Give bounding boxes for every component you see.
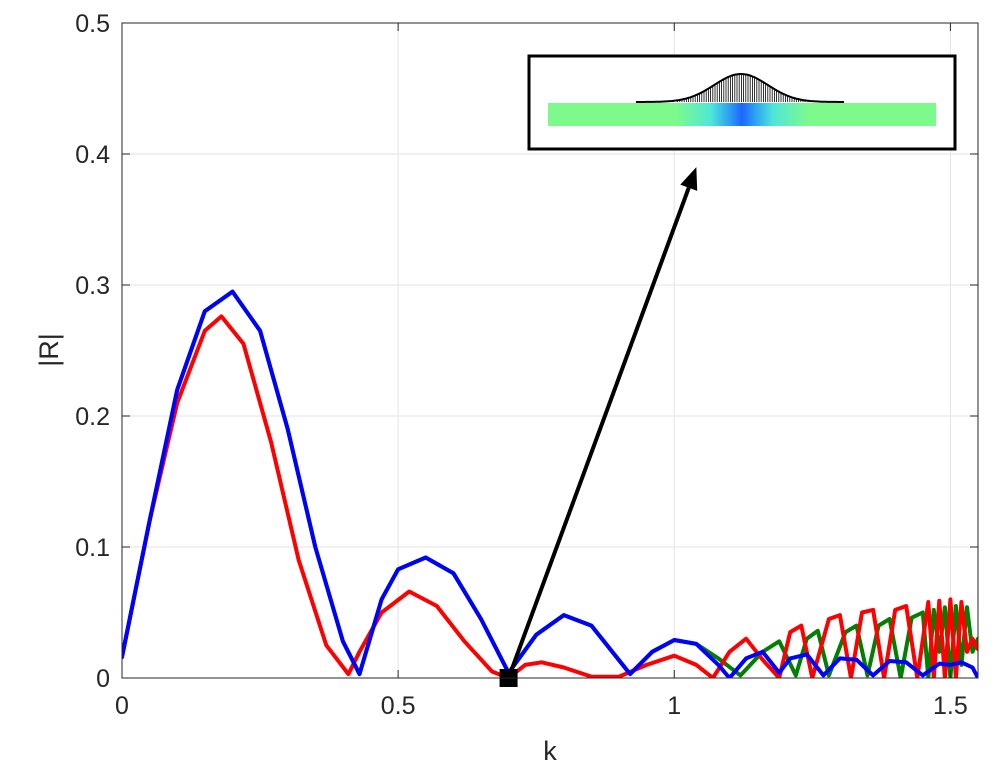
annotation-arrowhead [680, 167, 698, 191]
ticks: 0 0.5 1 1.5 0 0.1 0.2 0.3 0.4 0.5 [75, 10, 978, 720]
series-line-2 [122, 289, 978, 678]
y-tick-label: 0.2 [75, 403, 110, 431]
x-tick-label: 0.5 [381, 692, 416, 720]
annotation-layer [499, 167, 698, 687]
inset-waveguide-bar [548, 103, 936, 126]
y-tick-label: 0.4 [75, 141, 110, 169]
x-tick-label: 0 [115, 692, 129, 720]
x-axis-label: k [543, 736, 557, 766]
inset-panel [527, 54, 957, 151]
annotation-arrow [506, 187, 691, 679]
y-tick-label: 0.1 [75, 534, 110, 562]
y-tick-label: 0.5 [75, 10, 110, 38]
x-tick-label: 1 [667, 692, 681, 720]
y-axis-label: |R| [34, 333, 64, 367]
inset-bump-outline [636, 73, 844, 103]
y-tick-label: 0.3 [75, 272, 110, 300]
series-line-1 [122, 314, 978, 678]
series-layer [122, 289, 978, 678]
inset-frame [527, 54, 957, 151]
x-tick-label: 1.5 [933, 692, 968, 720]
y-tick-label: 0 [96, 665, 110, 693]
plot-frame [121, 22, 979, 679]
